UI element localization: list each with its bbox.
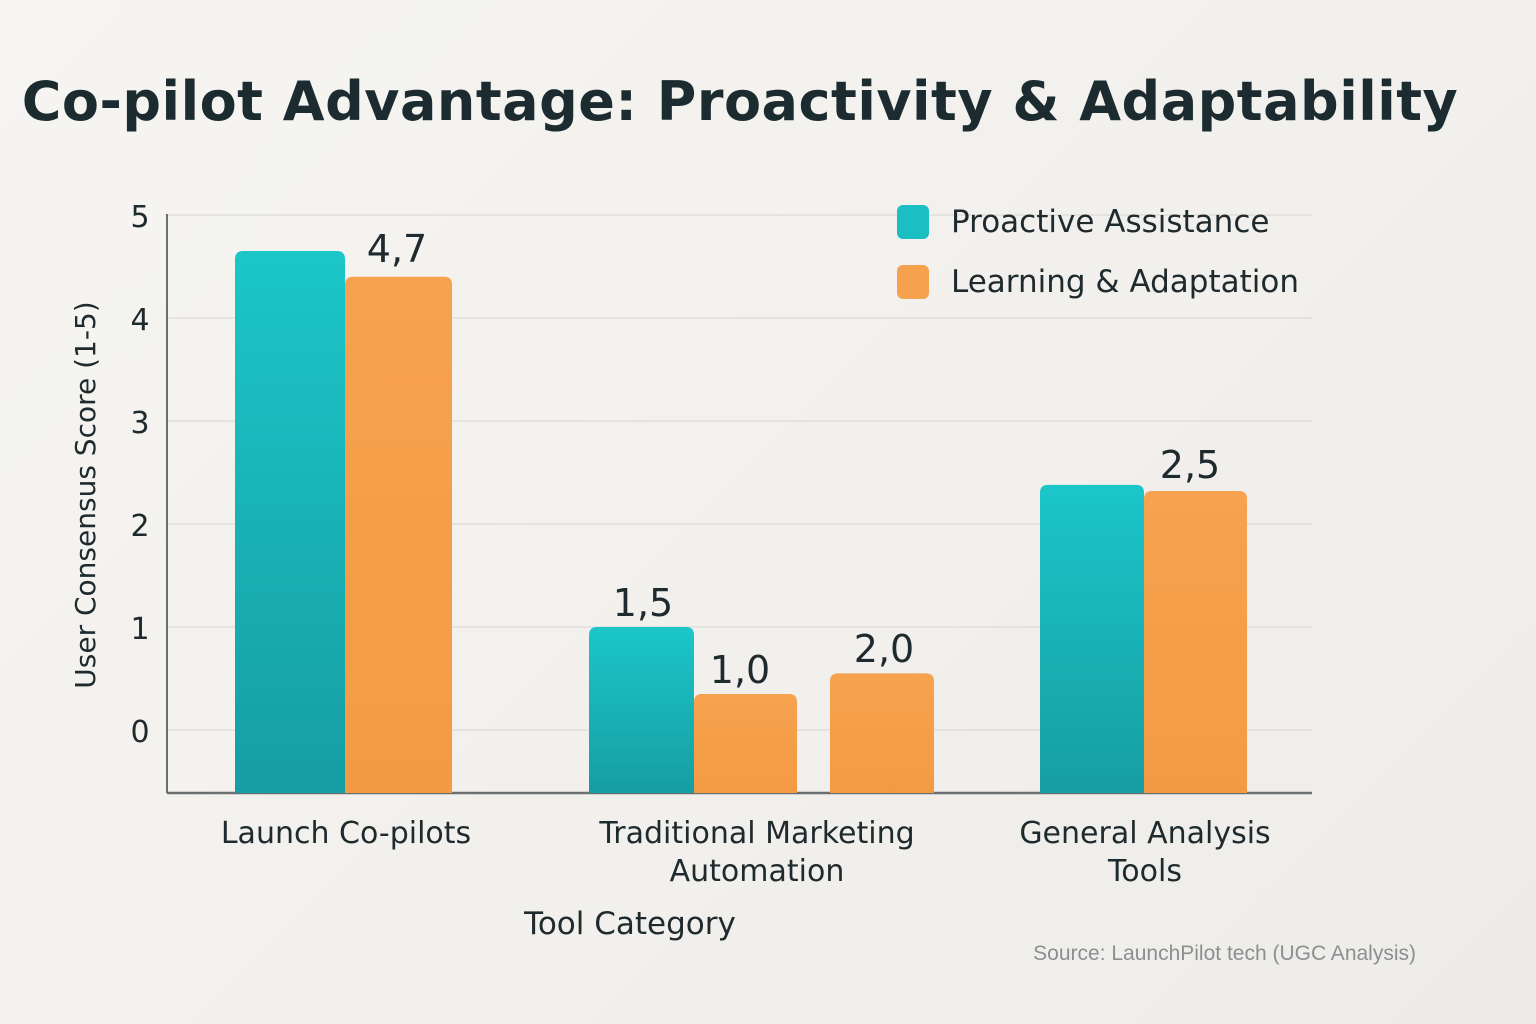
bar-extra-0 [830, 673, 934, 793]
x-tick-label: Automation [670, 854, 845, 889]
chart-title: Co-pilot Advantage: Proactivity & Adapta… [21, 70, 1459, 133]
legend-swatch-learning [897, 265, 929, 299]
data-label: 2,0 [854, 627, 914, 671]
legend-label-learning: Learning & Adaptation [951, 264, 1300, 300]
legend-item-proactive: Proactive Assistance [897, 192, 1299, 252]
data-label: 1,5 [613, 581, 673, 625]
bar-learning-adaptation-2 [1144, 491, 1247, 793]
y-axis-title: User Consensus Score (1-5) [69, 301, 102, 688]
legend-item-learning: Learning & Adaptation [897, 252, 1299, 312]
bar-proactive-assistance-2 [1040, 484, 1144, 793]
y-tick-label: 5 [130, 200, 149, 235]
legend: Proactive Assistance Learning & Adaptati… [897, 192, 1299, 312]
x-axis-title: Tool Category [523, 906, 736, 942]
x-tick-label: Tools [1107, 854, 1182, 889]
data-label: 2,5 [1160, 443, 1220, 487]
y-tick-label: 0 [130, 715, 149, 750]
y-tick-label: 4 [130, 303, 149, 338]
x-tick-label: Traditional Marketing [598, 816, 914, 851]
y-tick-label: 3 [130, 406, 149, 441]
source-note: Source: LaunchPilot tech (UGC Analysis) [1033, 942, 1416, 965]
bar-learning-adaptation-0 [345, 276, 452, 793]
bar-proactive-assistance-1 [589, 627, 694, 793]
data-label: 4,7 [367, 227, 427, 271]
x-tick-label: General Analysis [1019, 816, 1270, 851]
bar-proactive-assistance-0 [235, 251, 345, 794]
legend-label-proactive: Proactive Assistance [951, 204, 1270, 240]
data-label: 1,0 [710, 648, 770, 692]
y-tick-label: 1 [130, 612, 149, 647]
x-tick-label: Launch Co-pilots [221, 816, 471, 851]
y-tick-label: 2 [130, 509, 149, 544]
legend-swatch-proactive [897, 205, 929, 239]
bar-learning-adaptation-1 [694, 693, 797, 793]
